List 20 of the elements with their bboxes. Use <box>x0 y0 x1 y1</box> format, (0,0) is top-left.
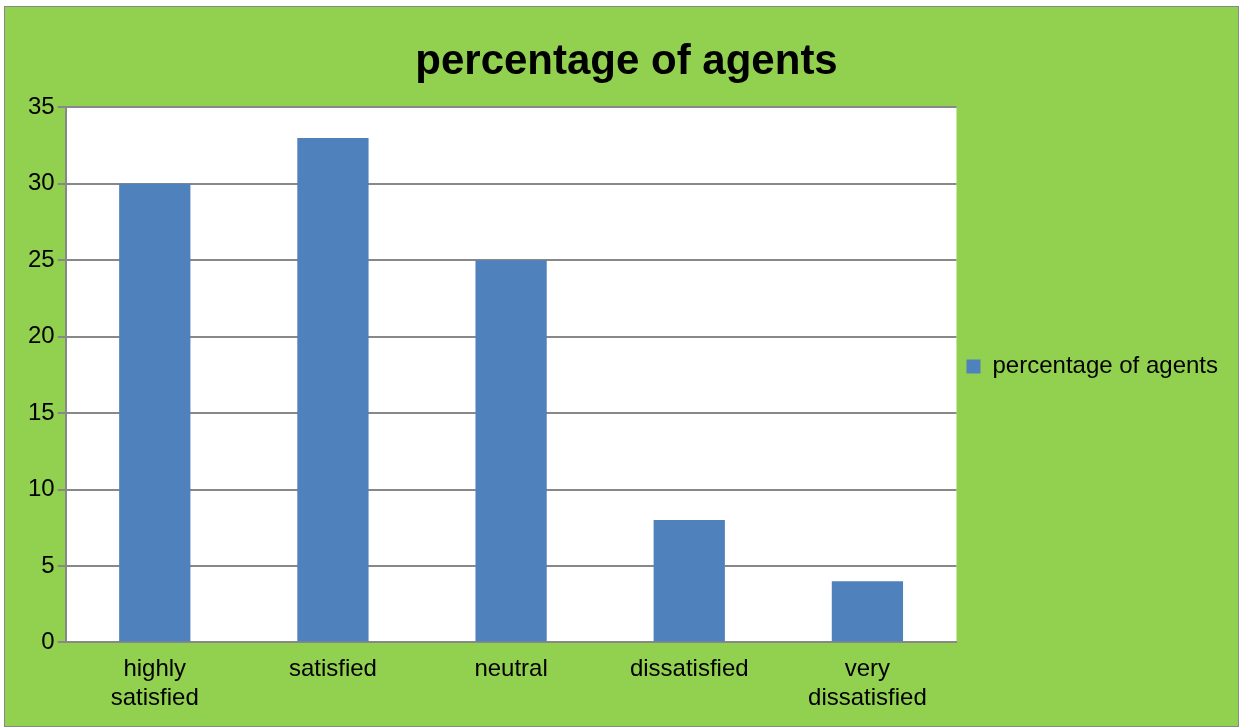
bar <box>653 520 725 642</box>
y-tick-label: 15 <box>27 397 55 425</box>
y-tick-label: 35 <box>27 92 55 120</box>
y-tick-label: 20 <box>27 321 55 349</box>
bar <box>297 137 369 642</box>
bar <box>119 183 191 642</box>
x-tick-label: satisfied <box>288 654 377 682</box>
y-tick-label: 5 <box>41 550 55 578</box>
x-tick-label: dissatisfied <box>629 654 749 682</box>
x-tick-label: neutral <box>474 654 548 682</box>
y-tick-label: 10 <box>27 474 55 502</box>
x-tick-label: very dissatisfied <box>808 654 927 711</box>
x-tick-label: highly satisfied <box>110 654 199 711</box>
bar <box>475 260 547 642</box>
legend-label: percentage of agents <box>992 351 1219 379</box>
bar <box>831 581 904 642</box>
y-tick-label: 25 <box>27 244 55 272</box>
y-tick-label: 0 <box>41 627 55 655</box>
chart-title: percentage of agents <box>415 35 838 83</box>
y-tick-label: 30 <box>27 168 55 196</box>
